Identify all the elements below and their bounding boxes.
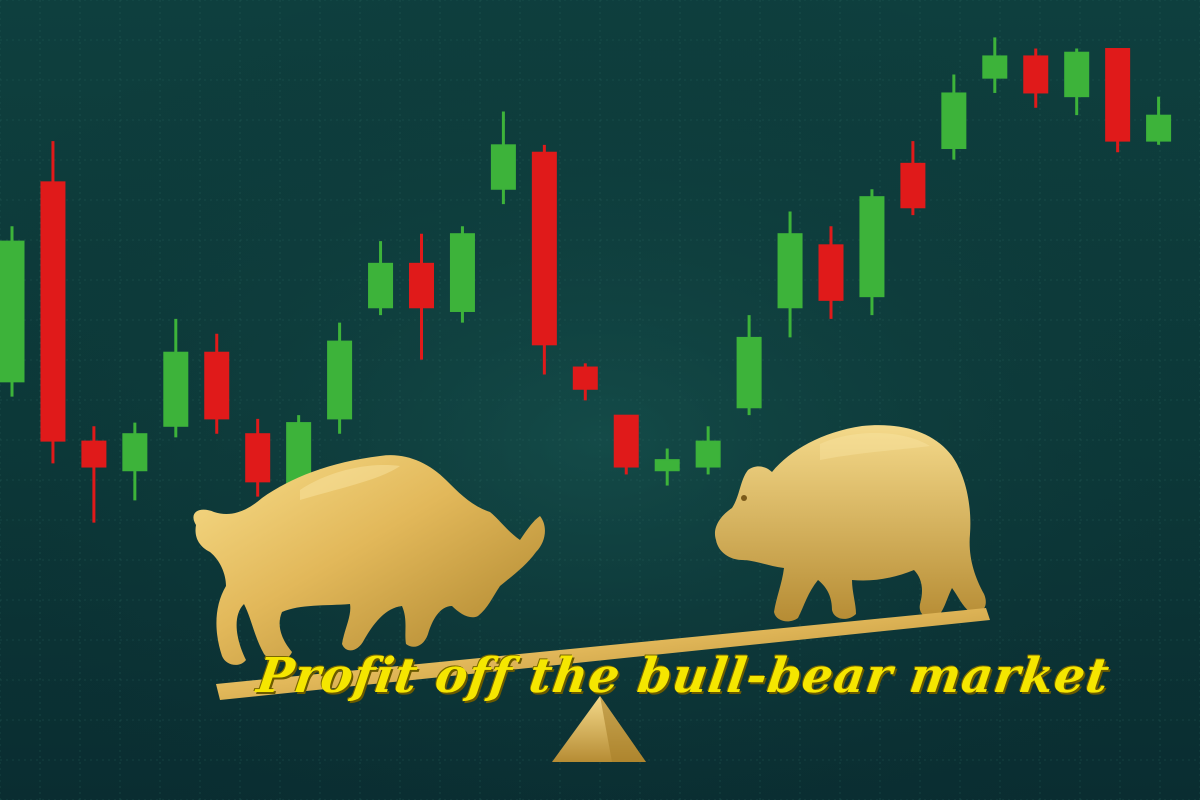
candle-bull xyxy=(982,37,1008,93)
candle-bull xyxy=(777,211,803,338)
bear-eye xyxy=(741,495,747,501)
candle-bull xyxy=(327,322,353,434)
bear-figure xyxy=(714,425,986,622)
candle-bear xyxy=(531,144,557,375)
candle-bear xyxy=(572,363,598,401)
candlestick-chart xyxy=(0,37,1172,523)
candle-bull xyxy=(941,74,967,160)
candle-body xyxy=(163,351,189,427)
candle-bear xyxy=(81,426,107,523)
candle-bear xyxy=(818,226,844,319)
candle-body xyxy=(0,240,25,383)
candle-bull xyxy=(449,226,475,323)
candle-body xyxy=(449,233,475,312)
candle-body xyxy=(777,233,803,309)
bear-highlight xyxy=(820,433,930,460)
candle-bear xyxy=(245,418,271,497)
candle-bull xyxy=(368,241,394,316)
candle-bull xyxy=(859,189,885,316)
candle-body xyxy=(572,366,598,390)
candle-body xyxy=(122,433,148,472)
candle-body xyxy=(613,414,639,468)
candle-bear xyxy=(409,233,434,360)
candle-body xyxy=(1146,114,1172,142)
seesaw xyxy=(216,608,990,762)
candle-body xyxy=(531,151,557,346)
candle-body xyxy=(900,162,926,209)
candle-body xyxy=(327,340,353,420)
candle-bull xyxy=(1146,96,1172,145)
candle-body xyxy=(1105,48,1131,142)
candle-bull xyxy=(654,448,680,486)
candle-bull xyxy=(163,318,189,438)
candle-body xyxy=(1023,55,1049,94)
candle-bull xyxy=(0,226,25,397)
bear-body xyxy=(714,425,986,622)
candle-body xyxy=(695,440,721,468)
candle-body xyxy=(982,55,1008,79)
bull-figure xyxy=(193,455,545,665)
candle-bear xyxy=(900,141,926,216)
candle-bull xyxy=(1064,48,1090,116)
candle-bear xyxy=(1105,48,1131,153)
candle-bear xyxy=(613,414,639,475)
candle-body xyxy=(81,440,107,468)
candle-bear xyxy=(40,141,66,464)
bull-highlight xyxy=(300,465,400,500)
candle-bull xyxy=(736,315,762,416)
candle-bear xyxy=(204,333,230,434)
candle-body xyxy=(1064,51,1090,98)
candle-body xyxy=(204,351,230,420)
candle-bear xyxy=(1023,48,1049,108)
candle-body xyxy=(941,92,967,150)
candle-body xyxy=(245,433,271,483)
candle-body xyxy=(818,244,844,301)
candle-bull xyxy=(122,422,148,501)
candle-bull xyxy=(695,426,721,475)
candle-body xyxy=(490,144,516,190)
candle-body xyxy=(409,262,434,309)
candle-body xyxy=(40,181,66,442)
candle-body xyxy=(368,262,394,309)
candle-body xyxy=(736,336,762,409)
candle-body xyxy=(654,459,680,472)
bull-body xyxy=(193,455,545,665)
seesaw-plank xyxy=(216,608,990,700)
candle-bull xyxy=(490,111,516,205)
fulcrum-shade xyxy=(600,696,646,762)
candle-body xyxy=(859,196,885,298)
caption-text: Profit off the bull-bear market xyxy=(253,648,1114,704)
